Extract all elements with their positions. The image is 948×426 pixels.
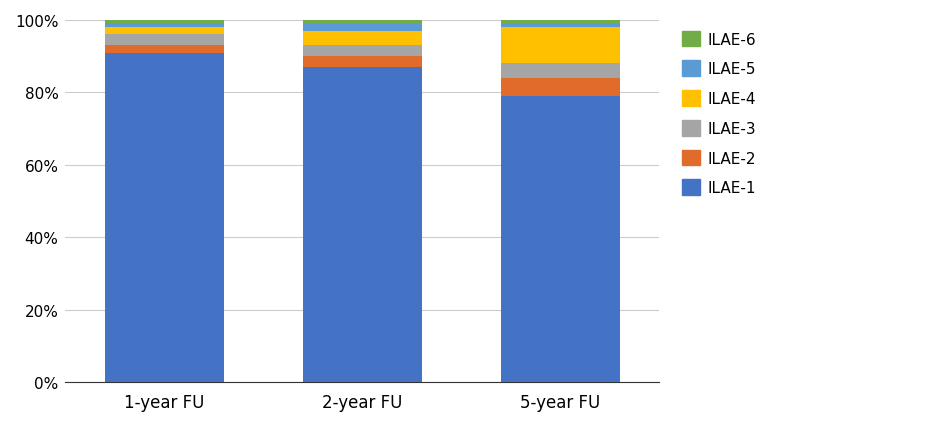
Bar (105, 53, 224, 382)
Bar (303, 68, 422, 382)
Bar (303, 25, 422, 32)
Bar (105, 46, 224, 53)
Bar (105, 25, 224, 28)
Bar (501, 97, 620, 382)
Bar (501, 64, 620, 79)
Bar (303, 57, 422, 68)
Bar (303, 21, 422, 25)
Bar (303, 32, 422, 46)
Bar (105, 35, 224, 46)
Bar (501, 25, 620, 28)
Legend: ILAE-6, ILAE-5, ILAE-4, ILAE-3, ILAE-2, ILAE-1: ILAE-6, ILAE-5, ILAE-4, ILAE-3, ILAE-2, … (679, 29, 759, 199)
Bar (501, 28, 620, 64)
Bar (105, 28, 224, 35)
Bar (303, 46, 422, 57)
Bar (501, 79, 620, 97)
Bar (105, 21, 224, 25)
Bar (501, 21, 620, 25)
